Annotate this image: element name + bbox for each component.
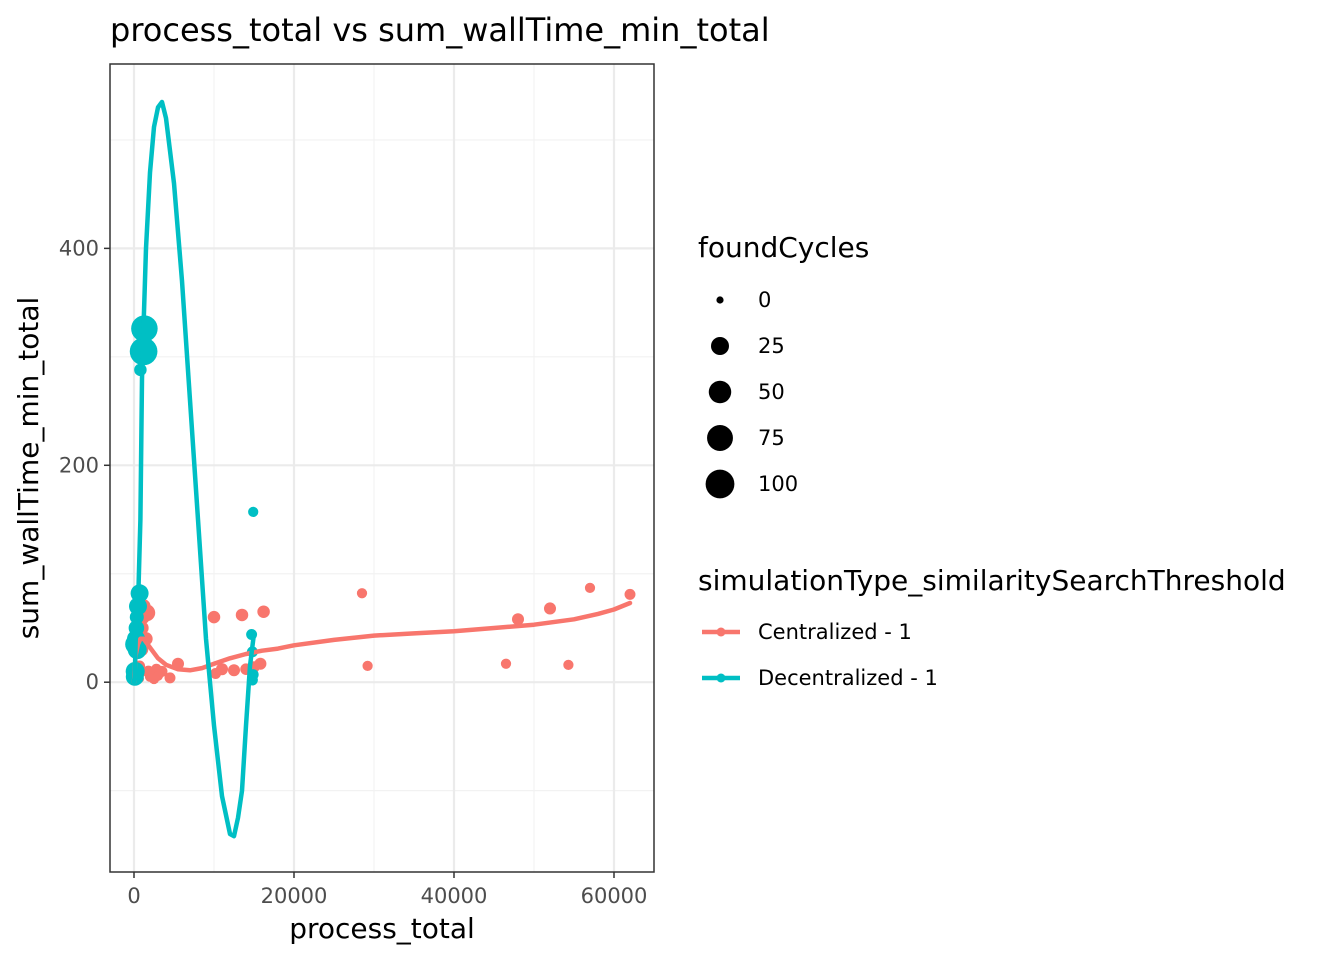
size-legend-label: 25 (758, 334, 785, 358)
color-legend-label: Decentralized - 1 (758, 666, 938, 690)
color-legend: simulationType_similaritySearchThreshold… (698, 564, 1286, 690)
size-legend-key (708, 380, 732, 404)
data-point (207, 610, 221, 624)
data-point (227, 664, 241, 677)
y-tick-label: 0 (86, 670, 99, 694)
data-point (254, 657, 267, 670)
data-point (248, 506, 259, 518)
data-point (257, 605, 270, 618)
y-axis-title: sum_wallTime_min_total (12, 297, 45, 640)
grid (110, 64, 654, 872)
data-point (215, 663, 229, 676)
x-tick-label: 20000 (261, 884, 328, 908)
x-tick-label: 40000 (421, 884, 488, 908)
data-point (164, 672, 176, 684)
color-legend-label: Centralized - 1 (758, 620, 912, 644)
data-point (356, 588, 368, 599)
size-legend-label: 0 (758, 288, 771, 312)
size-legend-key (716, 296, 724, 304)
color-legend-dot (716, 627, 726, 637)
size-legend-label: 50 (758, 380, 785, 404)
y-tick-label: 400 (59, 236, 99, 260)
smooth-line (131, 99, 257, 839)
data-point (584, 582, 596, 593)
y-tick-label: 200 (59, 453, 99, 477)
size-legend-label: 75 (758, 426, 785, 450)
data-point (362, 660, 373, 672)
size-legend-key (711, 337, 729, 355)
x-axis-title: process_total (289, 912, 475, 945)
data-point (235, 608, 249, 622)
smooth-line (131, 600, 633, 685)
data-point (543, 602, 557, 615)
data-point (511, 613, 525, 626)
size-legend-title: foundCycles (698, 231, 869, 264)
x-tick-label: 0 (127, 884, 140, 908)
color-legend-dot (716, 673, 726, 683)
smooth-lines (131, 99, 633, 839)
size-legend-label: 100 (758, 472, 798, 496)
data-point (624, 588, 636, 600)
chart-title: process_total vs sum_wallTime_min_total (110, 11, 770, 49)
x-tick-label: 60000 (581, 884, 648, 908)
plot-border (109, 63, 655, 873)
size-legend-key (707, 425, 733, 451)
size-legend-key (705, 469, 735, 499)
data-point (500, 658, 512, 669)
axis-ticks: 0 20000 40000 60000 0 200 400 (59, 236, 648, 908)
plot-panel (110, 64, 654, 872)
data-point (156, 665, 168, 677)
data-point (563, 659, 574, 670)
size-legend: foundCycles 0 25 50 75 100 (698, 231, 869, 499)
color-legend-title: simulationType_similaritySearchThreshold (698, 564, 1286, 597)
